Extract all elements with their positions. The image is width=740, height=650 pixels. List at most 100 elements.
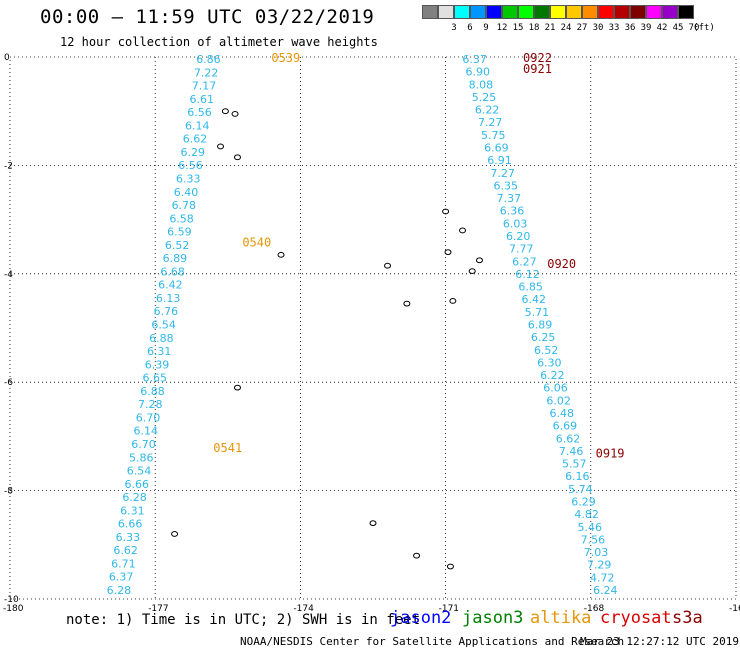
wave-height-label: 6.68 bbox=[160, 265, 185, 278]
wave-height-label: 6.25 bbox=[531, 331, 556, 344]
x-tick-label: -177 bbox=[148, 604, 168, 614]
legend-label: 30 bbox=[592, 23, 604, 33]
legend-label: 45 bbox=[672, 23, 684, 33]
wave-height-label: 7.27 bbox=[478, 116, 503, 129]
y-tick-label: 0 bbox=[4, 53, 10, 63]
wave-height-label: 7.37 bbox=[497, 192, 522, 205]
island-outline bbox=[221, 108, 229, 115]
wave-height-label: 5.86 bbox=[129, 451, 154, 464]
wave-height-label: 6.31 bbox=[120, 504, 145, 517]
wave-height-label: 6.03 bbox=[503, 217, 528, 230]
legend-label: 39 bbox=[640, 23, 652, 33]
wave-height-label: 6.14 bbox=[185, 119, 210, 132]
satellite-name-jason3: jason3 bbox=[462, 608, 524, 628]
wave-height-label: 7.29 bbox=[587, 559, 612, 572]
legend-label: 3 bbox=[451, 23, 457, 33]
wave-height-label: 6.71 bbox=[111, 557, 136, 570]
wave-height-label: 6.85 bbox=[518, 281, 543, 294]
wave-height-label: 6.59 bbox=[167, 226, 192, 239]
legend-label: 9 bbox=[483, 23, 489, 33]
satellite-name-cryosat: cryosat bbox=[600, 608, 672, 628]
wave-height-label: 6.76 bbox=[154, 305, 179, 318]
island-outline bbox=[468, 268, 476, 274]
legend-label: 24 bbox=[560, 23, 572, 33]
island-outline bbox=[446, 563, 454, 570]
island-outline bbox=[369, 520, 377, 527]
wave-height-label: 5.71 bbox=[525, 306, 550, 319]
wave-height-label: 5.25 bbox=[472, 91, 497, 104]
legend-label: 12 bbox=[496, 23, 508, 33]
legend-swatch bbox=[438, 5, 454, 19]
wave-height-label: 6.52 bbox=[534, 344, 559, 357]
wave-height-label: 6.58 bbox=[169, 212, 194, 225]
legend-label: 21 bbox=[544, 23, 556, 33]
wave-height-label: 7.77 bbox=[509, 243, 534, 256]
generated-timestamp: Mar 23 12:27:12 UTC 2019 bbox=[580, 635, 739, 648]
legend-swatch bbox=[614, 5, 630, 19]
wave-height-label: 7.22 bbox=[194, 66, 219, 79]
wave-height-label: 6.70 bbox=[136, 411, 161, 424]
wave-height-label: 6.88 bbox=[140, 385, 165, 398]
wave-height-label: 5.57 bbox=[562, 458, 587, 471]
island-outline bbox=[384, 262, 392, 269]
island-outline bbox=[449, 298, 457, 304]
island-outline bbox=[233, 384, 241, 391]
legend-swatch bbox=[422, 5, 438, 19]
wave-height-label: 6.24 bbox=[593, 584, 618, 597]
island-outline bbox=[459, 227, 467, 234]
wave-height-label: 4.82 bbox=[574, 508, 599, 521]
wave-height-label: 6.22 bbox=[475, 104, 500, 117]
pass-time-label: 0919 bbox=[596, 447, 625, 461]
wave-height-label: 6.69 bbox=[553, 420, 578, 433]
wave-height-label: 6.91 bbox=[487, 154, 512, 167]
x-tick-label: -174 bbox=[293, 604, 314, 614]
wave-height-label: 6.39 bbox=[145, 358, 170, 371]
wave-height-label: 5.46 bbox=[578, 521, 603, 534]
wave-height-label: 5.75 bbox=[481, 129, 506, 142]
wave-height-label: 6.48 bbox=[550, 407, 575, 420]
satellite-name-altika: altika bbox=[530, 608, 592, 628]
wave-height-label: 6.16 bbox=[565, 470, 590, 483]
y-tick-label: -8 bbox=[4, 487, 13, 497]
wave-height-label: 6.62 bbox=[183, 133, 208, 146]
pass-time-label: 0920 bbox=[547, 257, 576, 271]
legend-swatch bbox=[598, 5, 614, 19]
wave-height-label: 6.88 bbox=[149, 332, 174, 345]
wave-height-label: 6.62 bbox=[113, 544, 138, 557]
legend-swatch bbox=[534, 5, 550, 19]
wave-height-label: 6.42 bbox=[522, 293, 547, 306]
wave-height-label: 6.78 bbox=[172, 199, 197, 212]
wave-height-label: 6.28 bbox=[122, 491, 147, 504]
wave-height-label: 7.17 bbox=[192, 80, 217, 93]
pass-time-label: 0539 bbox=[271, 51, 300, 65]
legend-label: 6 bbox=[467, 23, 473, 33]
wave-height-label: 6.89 bbox=[163, 252, 188, 265]
satellite-name-jason2: jason2 bbox=[390, 608, 452, 628]
wave-height-label: 4.72 bbox=[590, 571, 615, 584]
legend-swatch bbox=[470, 5, 486, 19]
legend-label: 33 bbox=[608, 23, 620, 33]
wave-height-label: 6.54 bbox=[127, 465, 152, 478]
legend-swatch bbox=[502, 5, 518, 19]
wave-height-label: 6.89 bbox=[528, 319, 553, 332]
wave-height-label: 6.65 bbox=[142, 372, 167, 385]
wave-height-label: 6.22 bbox=[540, 369, 565, 382]
legend-label: 42 bbox=[656, 23, 668, 33]
pass-time-label: 0921 bbox=[523, 62, 552, 76]
island-outline bbox=[413, 552, 421, 559]
wave-height-label: 6.66 bbox=[125, 478, 150, 491]
legend-swatch bbox=[566, 5, 582, 19]
legend-swatch bbox=[454, 5, 470, 19]
wave-height-label: 6.40 bbox=[174, 186, 199, 199]
legend-swatch bbox=[662, 5, 678, 19]
units-note: note: 1) Time is in UTC; 2) SWH is in fe… bbox=[66, 612, 421, 628]
map-frame bbox=[9, 56, 737, 600]
wave-height-label: 6.37 bbox=[462, 53, 487, 66]
wave-height-label: 6.42 bbox=[158, 279, 183, 292]
legend-swatch bbox=[518, 5, 534, 19]
wave-height-label: 7.27 bbox=[490, 167, 515, 180]
pass-time-label: 0541 bbox=[213, 441, 242, 455]
wave-height-label: 7.56 bbox=[581, 533, 606, 546]
wave-height-label: 6.13 bbox=[156, 292, 181, 305]
wave-height-label: 6.20 bbox=[506, 230, 531, 243]
